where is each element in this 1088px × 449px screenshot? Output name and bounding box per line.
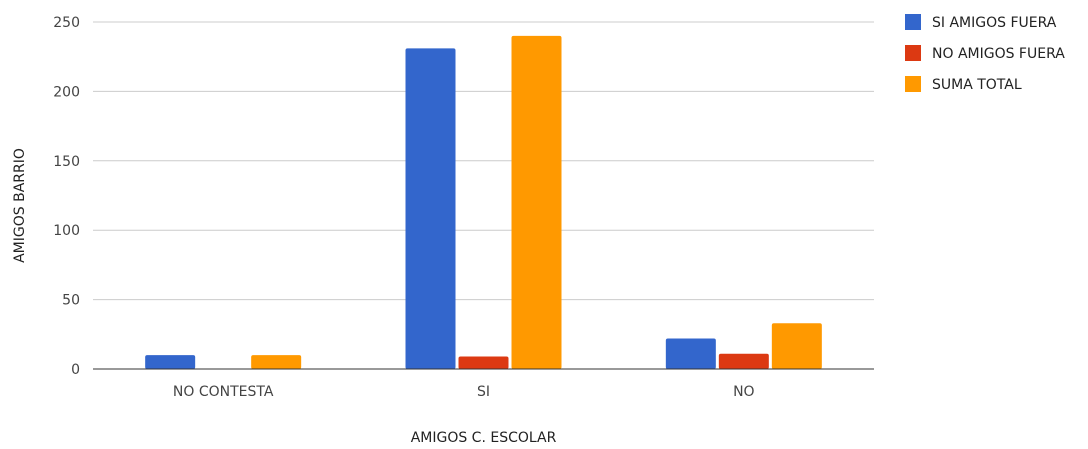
bar: [405, 48, 456, 369]
bar: [511, 35, 562, 369]
y-tick-label: 0: [71, 362, 80, 378]
x-tick-label: SI: [477, 384, 490, 400]
x-tick-labels: NO CONTESTA SI NO: [173, 384, 755, 400]
bar: [458, 356, 509, 369]
x-axis-title: AMIGOS C. ESCOLAR: [411, 430, 557, 445]
legend-swatch: [905, 76, 921, 92]
bar: [771, 323, 822, 369]
x-tick-label: NO: [733, 384, 755, 400]
legend-swatch: [905, 14, 921, 30]
legend-swatch: [905, 45, 921, 61]
bar: [665, 338, 716, 369]
y-tick-label: 150: [53, 154, 80, 170]
x-tick-label: NO CONTESTA: [173, 384, 274, 400]
bar: [718, 353, 769, 369]
legend-label: SUMA TOTAL: [932, 77, 1022, 93]
bar: [251, 355, 302, 369]
y-tick-labels: 0 50 100 150 200 250: [53, 15, 80, 378]
legend: SI AMIGOS FUERA NO AMIGOS FUERA SUMA TOTAL: [905, 14, 1065, 93]
y-tick-label: 50: [62, 293, 80, 309]
legend-label: SI AMIGOS FUERA: [932, 15, 1057, 31]
bars: [145, 35, 822, 369]
y-axis-title: AMIGOS BARRIO: [12, 148, 28, 263]
y-tick-label: 200: [53, 84, 80, 100]
y-tick-label: 100: [53, 223, 80, 239]
gridlines: [93, 21, 874, 301]
bar: [145, 355, 196, 369]
legend-label: NO AMIGOS FUERA: [932, 46, 1065, 62]
y-tick-label: 250: [53, 15, 80, 31]
